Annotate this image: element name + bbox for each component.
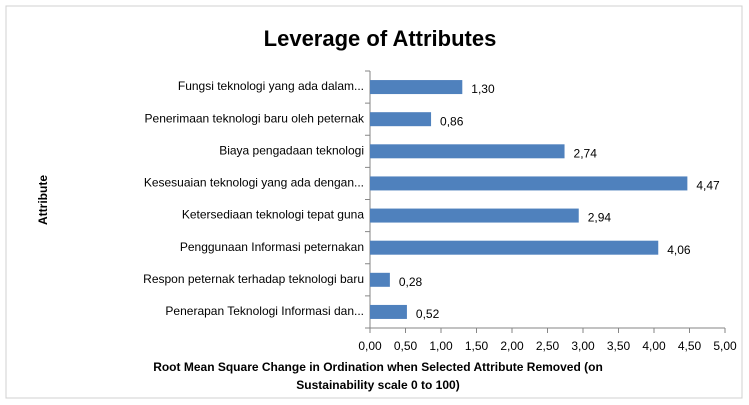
x-tick-label: 5,00 xyxy=(713,339,737,353)
bar xyxy=(370,80,463,95)
x-axis-title: Root Mean Square Change in Ordination wh… xyxy=(153,360,603,374)
x-tick-label: 2,00 xyxy=(500,339,524,353)
y-tick-label: Kesesuaian teknologi yang ada dengan... xyxy=(144,176,364,190)
bar xyxy=(370,112,432,127)
data-label: 0,28 xyxy=(399,275,423,289)
data-label: 1,30 xyxy=(471,82,495,96)
x-tick-label: 4,50 xyxy=(678,339,702,353)
x-tick-label: 2,50 xyxy=(536,339,560,353)
y-tick-label: Penerapan Teknologi Informasi dan... xyxy=(165,304,364,318)
y-tick-label: Penerimaan teknologi baru oleh peternak xyxy=(145,111,365,125)
bar xyxy=(370,272,390,287)
x-tick-label: 3,50 xyxy=(607,339,631,353)
x-tick-label: 1,50 xyxy=(465,339,489,353)
x-tick-label: 0,50 xyxy=(394,339,418,353)
chart-frame xyxy=(5,5,743,399)
data-label: 2,94 xyxy=(588,211,612,225)
bar xyxy=(370,176,688,191)
bar xyxy=(370,240,659,255)
data-label: 0,86 xyxy=(440,114,464,128)
data-label: 0,52 xyxy=(416,307,440,321)
y-tick-label: Penggunaan Informasi peternakan xyxy=(180,240,364,254)
data-label: 4,06 xyxy=(667,243,691,257)
x-axis-title: Sustainability scale 0 to 100) xyxy=(296,378,459,392)
data-label: 4,47 xyxy=(696,179,720,193)
y-tick-label: Biaya pengadaan teknologi xyxy=(219,143,364,157)
chart-title: Leverage of Attributes xyxy=(264,26,497,51)
bar xyxy=(370,304,407,319)
x-tick-label: 1,00 xyxy=(429,339,453,353)
y-tick-label: Fungsi teknologi yang ada dalam... xyxy=(178,79,364,93)
x-tick-label: 3,00 xyxy=(571,339,595,353)
bar xyxy=(370,208,579,223)
data-label: 2,74 xyxy=(574,146,598,160)
y-axis-title: Attribute xyxy=(36,175,50,225)
y-tick-label: Ketersediaan teknologi tepat guna xyxy=(182,208,364,222)
x-tick-label: 0,00 xyxy=(358,339,382,353)
y-tick-label: Respon peternak terhadap teknologi baru xyxy=(143,272,364,286)
x-tick-label: 4,00 xyxy=(642,339,666,353)
bar xyxy=(370,144,565,159)
